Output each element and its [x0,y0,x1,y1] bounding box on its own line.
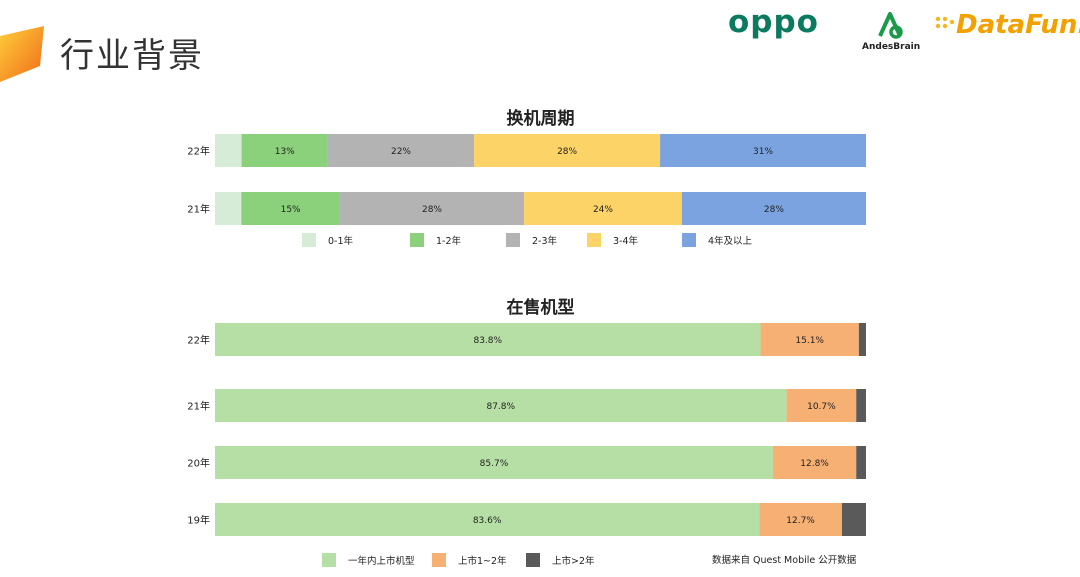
legend-label: 0-1年 [328,235,354,247]
data-label: 12.8% [800,459,829,469]
data-label: 87.8% [486,402,515,412]
data-label: 15.1% [795,336,824,346]
data-label: 24% [593,205,613,215]
bar-segment [524,192,682,225]
legend-swatch [682,233,696,247]
bar-segment [327,134,475,167]
bar-segment [474,134,661,167]
data-label: 31% [753,147,773,157]
header-accent-shape [0,26,44,82]
bar-segment [841,503,866,536]
data-source-note: 数据来自 Quest Mobile 公开数据 [712,555,857,566]
data-label: 22% [391,147,411,157]
bar-segment [856,446,866,479]
bar-segment [215,134,242,167]
legend-swatch [302,233,316,247]
category-label: 22年 [187,334,210,347]
datafun-logo: DataFun. [956,10,1080,40]
data-label: 12.7% [786,516,815,526]
bar-segment [759,503,842,536]
data-label: 83.6% [473,516,502,526]
legend-label: 3-4年 [613,235,639,247]
bar-segment [786,389,857,422]
category-label: 21年 [187,400,210,413]
legend-swatch [322,553,336,567]
andesbrain-logo: AndesBrain [862,10,920,56]
legend-label: 1-2年 [436,235,462,247]
page-title: 行业背景 [60,36,204,76]
chart-title: 换机周期 [507,108,575,129]
data-label: 10.7% [807,402,836,412]
bar-segment [760,323,859,356]
bar-segment [241,192,340,225]
legend-label: 上市1~2年 [458,555,507,567]
bar-segment [241,134,328,167]
category-label: 20年 [187,457,210,470]
legend-swatch [587,233,601,247]
legend-label: 上市>2年 [552,555,595,567]
category-label: 22年 [187,145,210,158]
data-label: 28% [422,205,442,215]
legend-label: 4年及以上 [708,235,753,247]
andesbrain-wordmark: AndesBrain [862,42,921,52]
legend-swatch [410,233,424,247]
data-label: 15% [281,205,301,215]
category-label: 21年 [187,203,210,216]
bar-segment [215,446,773,479]
bar-segment [339,192,525,225]
bar-segment [660,134,866,167]
chart-title: 在售机型 [507,297,575,318]
bar-segment [215,389,787,422]
legend-swatch [506,233,520,247]
data-label: 28% [764,205,784,215]
legend-swatch [526,553,540,567]
bar-segment [856,389,866,422]
oppo-logo: oppo [728,4,819,40]
legend-label: 一年内上市机型 [348,555,415,567]
bar-segment [858,323,866,356]
bar-segment [772,446,857,479]
data-label: 85.7% [480,459,509,469]
data-label: 28% [557,147,577,157]
bar-segment [681,192,866,225]
data-label: 13% [275,147,295,157]
data-label: 83.8% [473,336,502,346]
legend-swatch [432,553,446,567]
legend-label: 2-3年 [532,235,558,247]
bar-segment [215,323,761,356]
datafun-dots-icon [935,16,955,29]
category-label: 19年 [187,514,210,527]
bar-segment [215,192,242,225]
bar-segment [215,503,760,536]
andesbrain-icon [878,12,903,39]
